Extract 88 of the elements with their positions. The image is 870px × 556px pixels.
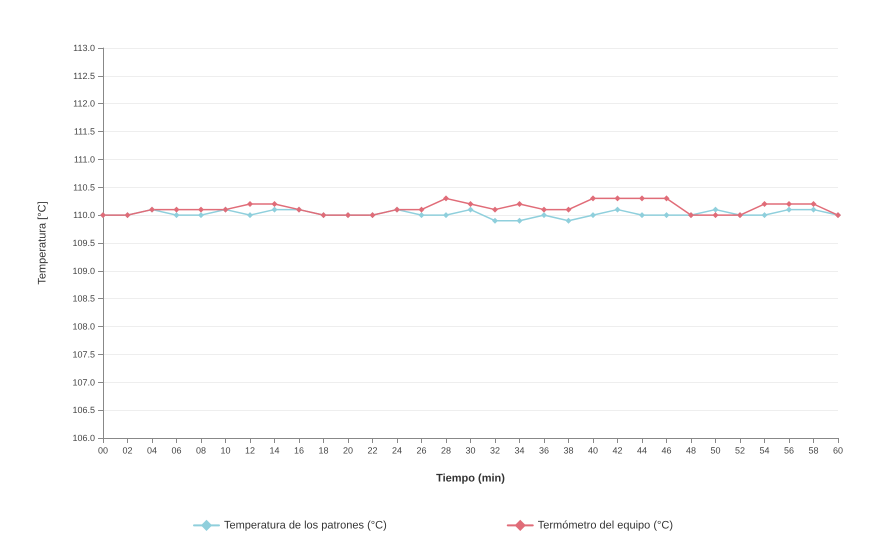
x-tick-label: 54	[759, 446, 770, 456]
point	[198, 206, 204, 213]
point	[198, 212, 204, 218]
point	[516, 201, 522, 207]
point	[566, 218, 572, 224]
x-tick-label: 58	[808, 446, 819, 456]
point	[541, 206, 547, 213]
x-tick-label: 18	[318, 446, 329, 456]
point	[664, 195, 670, 202]
point	[590, 195, 596, 202]
legend-label: Temperatura de los patrones (°C)	[224, 519, 387, 532]
x-tick-label: 20	[342, 446, 354, 456]
point	[541, 212, 547, 218]
x-tick-label: 12	[244, 446, 256, 456]
x-tick-label: 42	[612, 446, 623, 456]
point	[762, 212, 768, 218]
point	[639, 195, 645, 202]
y-tick-label: 111.0	[74, 154, 95, 164]
y-tick-label: 107.5	[72, 349, 95, 360]
point	[443, 195, 449, 202]
x-tick-label: 26	[416, 446, 427, 456]
x-tick-label: 60	[832, 446, 844, 456]
point	[174, 206, 180, 213]
x-tick-label: 48	[686, 446, 696, 456]
x-tick-label: 06	[171, 446, 182, 456]
y-tick-label: 110.0	[73, 210, 95, 220]
x-tick-label: 14	[269, 446, 280, 456]
x-tick-label: 10	[220, 446, 231, 456]
x-tick-label: 32	[490, 446, 500, 456]
x-axis-title: Tiempo (min)	[436, 472, 506, 484]
x-tick-label: 22	[367, 446, 378, 456]
y-tick-label: 108.5	[72, 294, 95, 304]
point	[272, 206, 278, 213]
x-tick-label: 24	[392, 446, 402, 456]
y-tick-label: 113.0	[73, 43, 95, 53]
point	[468, 206, 474, 213]
y-tick-label: 106.0	[72, 433, 95, 443]
x-tick-label: 40	[588, 446, 598, 456]
point	[712, 212, 718, 218]
point	[247, 212, 253, 218]
point	[174, 212, 180, 218]
point	[566, 206, 572, 213]
point	[664, 212, 670, 218]
y-tick-label: 112.5	[73, 70, 95, 81]
y-tick-label: 109.5	[72, 238, 95, 248]
x-tick-label: 44	[636, 446, 648, 456]
point	[786, 206, 792, 213]
x-tick-label: 04	[146, 446, 158, 456]
x-tick-label: 02	[122, 446, 133, 456]
x-tick-label: 38	[563, 446, 574, 456]
point	[418, 206, 424, 213]
x-tick-label: 00	[98, 446, 108, 456]
point	[247, 201, 253, 207]
point	[639, 212, 645, 218]
point	[443, 212, 449, 218]
y-tick-label: 112.0	[73, 98, 95, 109]
point	[492, 206, 498, 213]
point	[786, 201, 792, 207]
point	[516, 218, 522, 224]
point	[614, 195, 620, 202]
x-tick-label: 34	[514, 446, 525, 456]
y-axis-title: Temperatura [°C]	[36, 201, 48, 285]
x-tick-label: 50	[710, 446, 721, 456]
y-tick-label: 110.5	[73, 182, 95, 192]
point	[712, 206, 718, 213]
x-tick-label: 30	[465, 446, 476, 456]
x-tick-label: 28	[440, 446, 452, 456]
x-tick-label: 56	[784, 446, 794, 456]
x-tick-label: 08	[196, 446, 206, 456]
y-tick-label: 108.0	[72, 322, 95, 332]
point	[468, 201, 474, 207]
point	[418, 212, 424, 218]
y-tick-label: 111.5	[74, 126, 95, 137]
x-tick-label: 36	[538, 446, 550, 456]
point	[272, 201, 278, 207]
y-tick-label: 107.0	[72, 377, 95, 388]
y-tick-label: 109.0	[72, 266, 95, 276]
point	[590, 212, 596, 218]
y-tick-label: 106.5	[72, 405, 95, 416]
point	[810, 206, 816, 213]
point	[492, 218, 498, 224]
x-tick-label: 46	[661, 446, 672, 456]
point	[614, 206, 620, 213]
legend-label: Termómetro del equipo (°C)	[538, 519, 673, 532]
point	[762, 201, 768, 207]
x-tick-label: 52	[734, 446, 746, 456]
x-tick-label: 16	[294, 446, 304, 456]
point	[810, 201, 816, 207]
